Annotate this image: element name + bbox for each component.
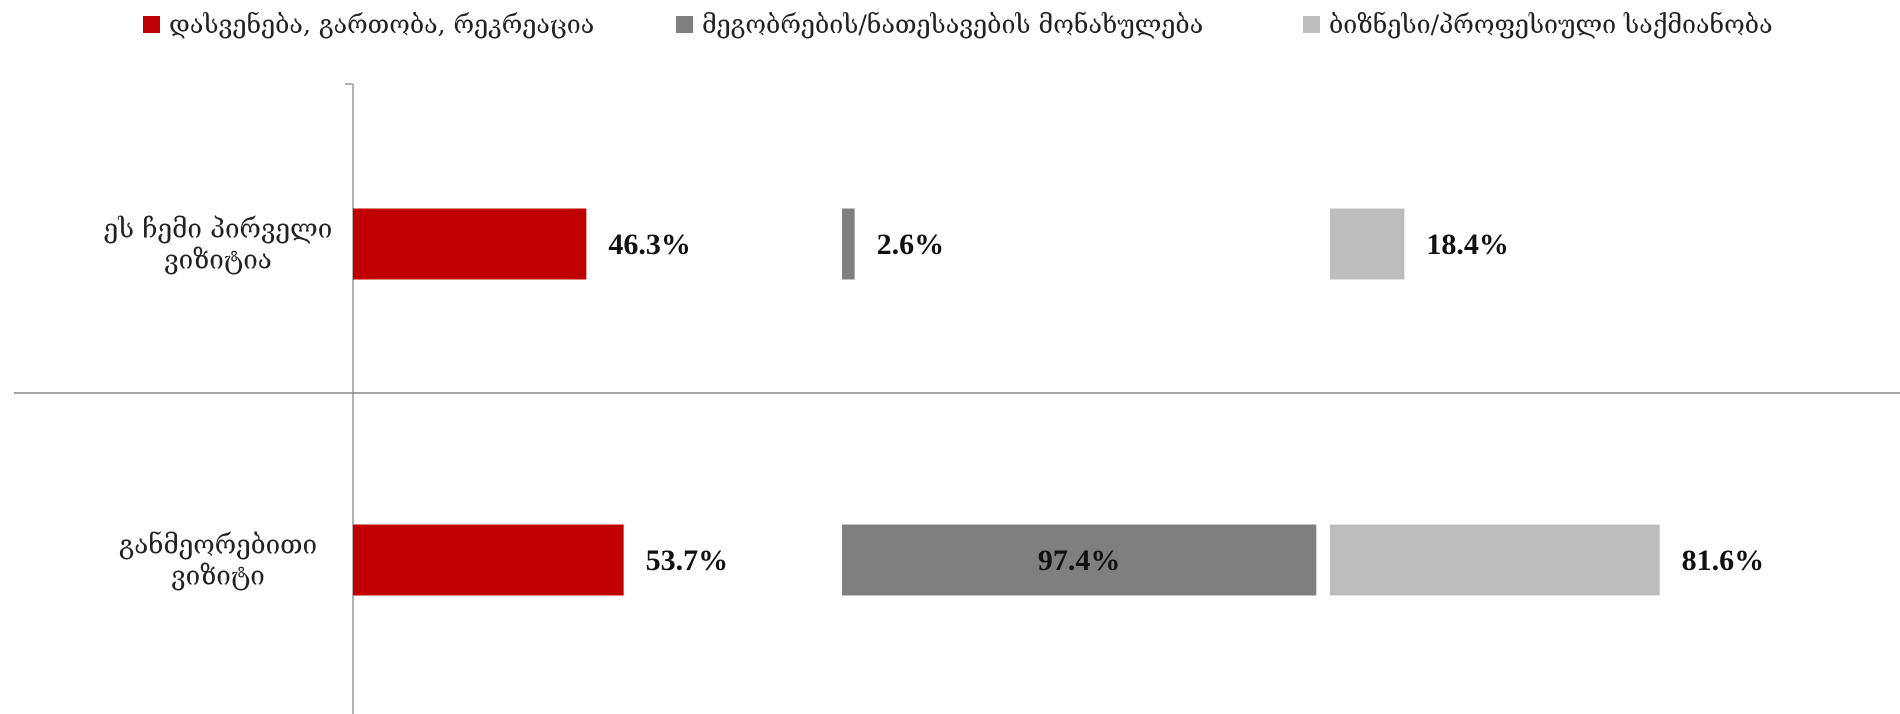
data-label-series-1-category-1: 46.3% <box>608 228 691 261</box>
data-label-series-2-category-2: 97.4% <box>1038 544 1121 577</box>
legend-label-1: დასვენება, გართობა, რეკრეაცია <box>169 10 594 39</box>
legend-label-2: მეგობრების/ნათესავების მონახულება <box>702 10 1203 39</box>
category-label-2-line-2: ვიზიტი <box>171 562 265 592</box>
data-label-series-2-category-1: 2.6% <box>877 228 945 261</box>
legend-swatch-3 <box>1303 16 1320 33</box>
bar-series-3-category-1 <box>1330 208 1405 280</box>
bar-series-2-category-2 <box>842 524 1317 596</box>
data-labels: 46.3% 53.7% 2.6% 97.4% 18.4% 81.6% <box>608 228 1764 577</box>
legend: დასვენება, გართობა, რეკრეაცია მეგობრების/… <box>143 10 1773 39</box>
legend-label-3: ბიზნესი/პროფესიული საქმიანობა <box>1329 10 1773 39</box>
category-label-1-line-1: ეს ჩემი პირველი <box>104 215 333 245</box>
legend-swatch-2 <box>676 16 693 33</box>
bar-series-1-category-2 <box>353 524 624 596</box>
data-label-series-3-category-1: 18.4% <box>1426 228 1509 261</box>
axes <box>14 83 1900 714</box>
bar-series-2-category-1 <box>842 208 855 280</box>
data-label-series-3-category-2: 81.6% <box>1682 544 1765 577</box>
category-label-1-line-2: ვიზიტია <box>164 246 272 276</box>
data-label-series-1-category-2: 53.7% <box>646 544 729 577</box>
category-label-2-line-1: განმეორებითი <box>119 531 317 561</box>
bars <box>353 208 1660 596</box>
legend-swatch-1 <box>143 16 160 33</box>
bar-series-3-category-2 <box>1330 524 1660 596</box>
bar-series-1-category-1 <box>353 208 587 280</box>
